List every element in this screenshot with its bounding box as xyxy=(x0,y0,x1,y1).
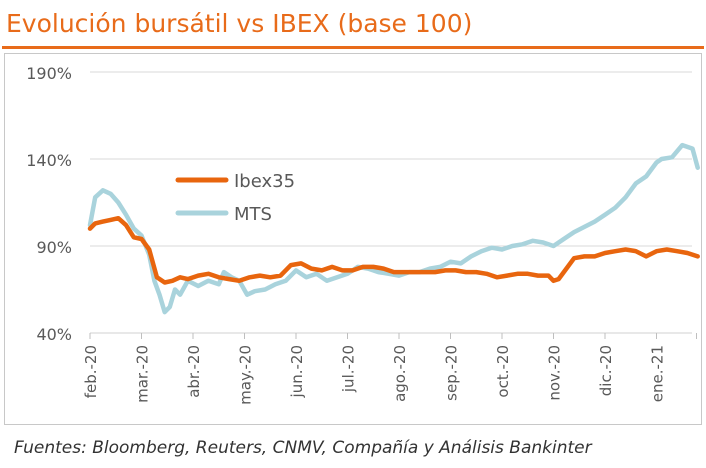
x-tick-label: mar.-20 xyxy=(134,345,152,403)
line-chart: 40% 90% 140% 190% feb.-20 mar.-20 abr.-20 may.… xyxy=(0,0,706,432)
x-tick-label: feb.-20 xyxy=(82,345,100,398)
y-tick-label: 40% xyxy=(36,325,72,344)
series-line-ibex35 xyxy=(90,218,698,282)
x-tick-label: ago.-20 xyxy=(391,345,409,402)
x-tick-label: sep.-20 xyxy=(443,345,461,401)
x-tick-label: oct.-20 xyxy=(494,345,512,398)
x-tick-label: abr.-20 xyxy=(185,345,203,398)
y-tick-label: 140% xyxy=(26,151,72,170)
y-tick-label: 90% xyxy=(36,238,72,257)
y-axis-ticks: 40% 90% 140% 190% xyxy=(26,64,72,344)
legend-label: Ibex35 xyxy=(234,171,295,192)
legend: Ibex35 MTS xyxy=(178,171,295,225)
x-axis: feb.-20 mar.-20 abr.-20 may.-20 jun.-20 jul.-… xyxy=(82,333,697,405)
x-tick-label: nov.-20 xyxy=(546,345,564,401)
x-tick-label: may.-20 xyxy=(237,345,255,405)
series-line-mts xyxy=(90,145,698,312)
x-tick-label: dic.-20 xyxy=(597,345,615,396)
x-tick-label: jul.-20 xyxy=(340,345,358,393)
source-note: Fuentes: Bloomberg, Reuters, CNMV, Compa… xyxy=(14,438,592,458)
x-tick-label: jun.-20 xyxy=(288,345,306,398)
series-lines xyxy=(90,145,698,312)
legend-label: MTS xyxy=(234,204,272,225)
y-tick-label: 190% xyxy=(26,64,72,83)
x-tick-label: ene.-21 xyxy=(649,345,667,402)
